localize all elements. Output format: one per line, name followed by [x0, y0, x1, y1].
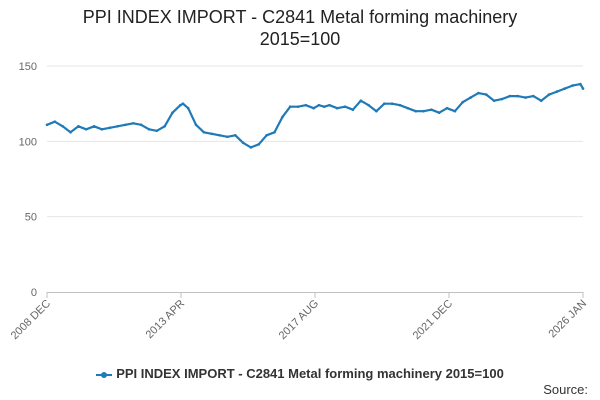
data-point[interactable] [422, 109, 425, 113]
data-point[interactable] [202, 131, 206, 134]
data-point[interactable] [563, 87, 566, 90]
data-point[interactable] [210, 132, 213, 136]
data-point[interactable] [414, 109, 418, 113]
data-point[interactable] [77, 125, 80, 128]
data-point[interactable] [163, 125, 166, 128]
source-label: Source: [543, 382, 588, 397]
data-point[interactable] [492, 99, 496, 102]
data-point[interactable] [579, 82, 582, 86]
data-point[interactable] [241, 141, 245, 145]
data-point[interactable] [383, 102, 386, 105]
data-point[interactable] [53, 120, 57, 123]
data-point[interactable] [171, 111, 174, 114]
data-point[interactable] [539, 99, 543, 102]
x-tick-label: 2008 DEC [9, 298, 53, 342]
chart-title-line1: PPI INDEX IMPORT - C2841 Metal forming m… [82, 7, 518, 27]
data-point[interactable] [547, 93, 551, 96]
data-point[interactable] [139, 123, 143, 127]
data-point[interactable] [359, 99, 363, 102]
data-point[interactable] [273, 131, 276, 134]
data-point[interactable] [581, 87, 585, 90]
data-point[interactable] [461, 100, 465, 104]
data-point[interactable] [234, 134, 237, 137]
data-point[interactable] [469, 96, 472, 99]
data-point[interactable] [322, 105, 326, 108]
y-tick-label: 150 [19, 61, 37, 73]
data-point[interactable] [116, 125, 119, 128]
data-point[interactable] [516, 94, 519, 98]
data-point[interactable] [124, 123, 127, 127]
legend[interactable]: PPI INDEX IMPORT - C2841 Metal forming m… [0, 366, 600, 381]
data-point[interactable] [406, 106, 410, 110]
data-point[interactable] [335, 106, 339, 110]
data-point[interactable] [477, 91, 480, 95]
data-point[interactable] [485, 93, 488, 96]
data-point[interactable] [367, 103, 370, 107]
data-point[interactable] [249, 146, 253, 149]
data-point[interactable] [430, 108, 433, 111]
data-point[interactable] [288, 105, 292, 108]
data-point[interactable] [508, 94, 512, 98]
data-point[interactable] [296, 105, 300, 108]
data-point[interactable] [84, 128, 88, 131]
data-point[interactable] [194, 123, 198, 127]
series-group [45, 82, 585, 149]
gridlines [47, 65, 583, 218]
x-axis: 2008 DEC 2013 APR 2017 AUG 2021 DEC 2026 JAN [9, 292, 589, 342]
data-point[interactable] [453, 109, 457, 113]
data-point[interactable] [500, 97, 504, 101]
series-line [46, 82, 584, 149]
y-tick-label: 0 [31, 287, 37, 299]
data-point[interactable] [226, 135, 229, 139]
data-point[interactable] [375, 109, 378, 113]
data-point[interactable] [92, 125, 96, 128]
data-point[interactable] [555, 90, 559, 93]
data-point[interactable] [69, 131, 72, 134]
data-point[interactable] [100, 128, 104, 131]
x-tick-label: 2026 JAN [546, 298, 589, 341]
data-point[interactable] [304, 103, 308, 107]
data-point[interactable] [265, 134, 268, 137]
data-point[interactable] [532, 94, 535, 98]
legend-label: PPI INDEX IMPORT - C2841 Metal forming m… [116, 366, 504, 381]
data-point[interactable] [312, 106, 316, 110]
chart-title-line2: 2015=100 [259, 29, 341, 49]
data-point[interactable] [61, 125, 64, 128]
data-point[interactable] [571, 84, 574, 87]
data-point[interactable] [351, 108, 355, 111]
data-point[interactable] [281, 115, 284, 119]
data-point[interactable] [181, 102, 185, 105]
data-point[interactable] [524, 96, 527, 99]
data-point[interactable] [398, 103, 402, 107]
x-tick-label: 2017 AUG [277, 298, 321, 342]
y-axis: 0 50 100 150 [19, 61, 37, 299]
data-point[interactable] [179, 103, 182, 107]
data-point[interactable] [445, 106, 449, 110]
data-point[interactable] [343, 105, 347, 108]
data-point[interactable] [108, 126, 112, 130]
data-point[interactable] [437, 111, 441, 114]
data-point[interactable] [218, 134, 221, 137]
data-point[interactable] [147, 128, 151, 131]
data-point[interactable] [328, 103, 331, 107]
data-point[interactable] [155, 129, 159, 133]
data-point[interactable] [257, 143, 261, 146]
data-point[interactable] [45, 123, 49, 127]
data-point[interactable] [186, 106, 190, 110]
y-tick-label: 100 [19, 136, 37, 148]
data-point[interactable] [132, 122, 135, 125]
data-point[interactable] [317, 103, 321, 107]
legend-swatch-icon [96, 370, 113, 380]
x-tick-label: 2021 DEC [411, 298, 455, 342]
data-point[interactable] [390, 102, 394, 105]
chart-title: PPI INDEX IMPORT - C2841 Metal forming m… [0, 6, 600, 50]
x-tick-label: 2013 APR [144, 298, 188, 342]
y-tick-label: 50 [25, 212, 37, 224]
